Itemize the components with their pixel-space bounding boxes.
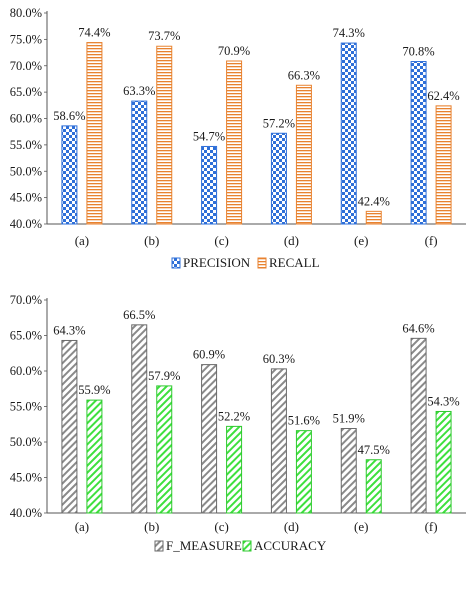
data-label: 63.3% [123,84,155,98]
y-tick-label: 50.0% [10,435,42,449]
data-label: 57.2% [263,116,295,130]
bar-recall [435,105,452,225]
data-label: 74.4% [78,26,110,40]
chart-precision-recall: 40.0% 45.0% 50.0% 55.0% 60.0% 65.0% 70.0% 75.0%… [10,6,466,270]
bar-recall [365,210,382,225]
legend-label: F_MEASURE [166,538,242,553]
legend-label: ACCURACY [254,538,327,553]
data-label: 54.7% [193,129,225,143]
bar-f-measure [340,428,357,514]
data-label: 62.4% [427,89,459,103]
x-tick-label: (b) [144,233,159,248]
data-label: 52.2% [218,409,250,423]
data-label: 60.3% [263,352,295,366]
data-label: 66.5% [123,308,155,322]
bar-accuracy [295,430,312,514]
y-tick-label: 75.0% [10,32,42,46]
bar-precision [131,100,148,225]
bar-recall [156,45,173,225]
legend-label: PRECISION [183,255,251,270]
y-tick-label: 65.0% [10,329,42,343]
y-tick-label: 45.0% [10,191,42,205]
y-tick-label: 70.0% [10,293,42,307]
x-tick-label: (b) [144,519,159,534]
y-tick-label: 55.0% [10,138,42,152]
data-label: 54.3% [427,394,459,408]
data-label: 70.9% [218,44,250,58]
x-tick-label: (c) [214,233,228,248]
bar-f-measure [410,337,427,514]
data-label: 73.7% [148,29,180,43]
data-label: 70.8% [402,45,434,59]
x-tick-label: (a) [75,233,89,248]
bar-accuracy [435,410,452,514]
x-tick-label: (c) [214,519,228,534]
bar-f-measure [270,368,287,514]
x-tick-label: (e) [354,233,368,248]
bar-precision [340,42,357,225]
y-tick-label: 50.0% [10,164,42,178]
bar-accuracy [86,399,103,514]
y-tick-label: 60.0% [10,364,42,378]
bar-f-measure [61,339,78,514]
y-tick-label: 65.0% [10,85,42,99]
legend-swatch [242,540,252,552]
data-label: 55.9% [78,383,110,397]
y-tick-label: 45.0% [10,471,42,485]
legend-swatch [171,257,181,269]
bar-f-measure [131,324,148,514]
bar-accuracy [156,385,173,514]
data-label: 60.9% [193,348,225,362]
x-tick-label: (d) [284,519,299,534]
bar-accuracy [226,425,243,514]
bar-precision [61,125,78,225]
bar-recall [295,84,312,225]
y-tick-label: 60.0% [10,112,42,126]
chart-fmeasure-accuracy: 40.0% 45.0% 50.0% 55.0% 60.0% 65.0% 70.0% 64.3%… [10,293,466,553]
data-label: 74.3% [333,26,365,40]
data-label: 66.3% [288,68,320,82]
legend-label: RECALL [269,255,320,270]
data-label: 51.9% [333,412,365,426]
y-tick-label: 40.0% [10,217,42,231]
x-tick-label: (f) [425,233,438,248]
bar-f-measure [201,364,218,514]
bar-precision [270,132,287,225]
x-tick-label: (a) [75,519,89,534]
y-tick-label: 40.0% [10,506,42,520]
bar-recall [86,42,103,225]
data-label: 51.6% [288,414,320,428]
data-label: 42.4% [358,194,390,208]
legend-swatch [257,257,267,269]
x-tick-label: (e) [354,519,368,534]
y-tick-label: 70.0% [10,59,42,73]
bar-recall [226,60,243,225]
data-label: 47.5% [358,443,390,457]
data-label: 64.3% [53,323,85,337]
y-tick-label: 55.0% [10,400,42,414]
bar-accuracy [365,459,382,514]
x-tick-label: (d) [284,233,299,248]
data-label: 57.9% [148,369,180,383]
data-label: 64.6% [402,321,434,335]
y-tick-label: 80.0% [10,6,42,20]
bar-precision [201,145,218,225]
data-label: 58.6% [53,109,85,123]
bar-precision [410,61,427,225]
x-tick-label: (f) [425,519,438,534]
legend-swatch [154,540,164,552]
